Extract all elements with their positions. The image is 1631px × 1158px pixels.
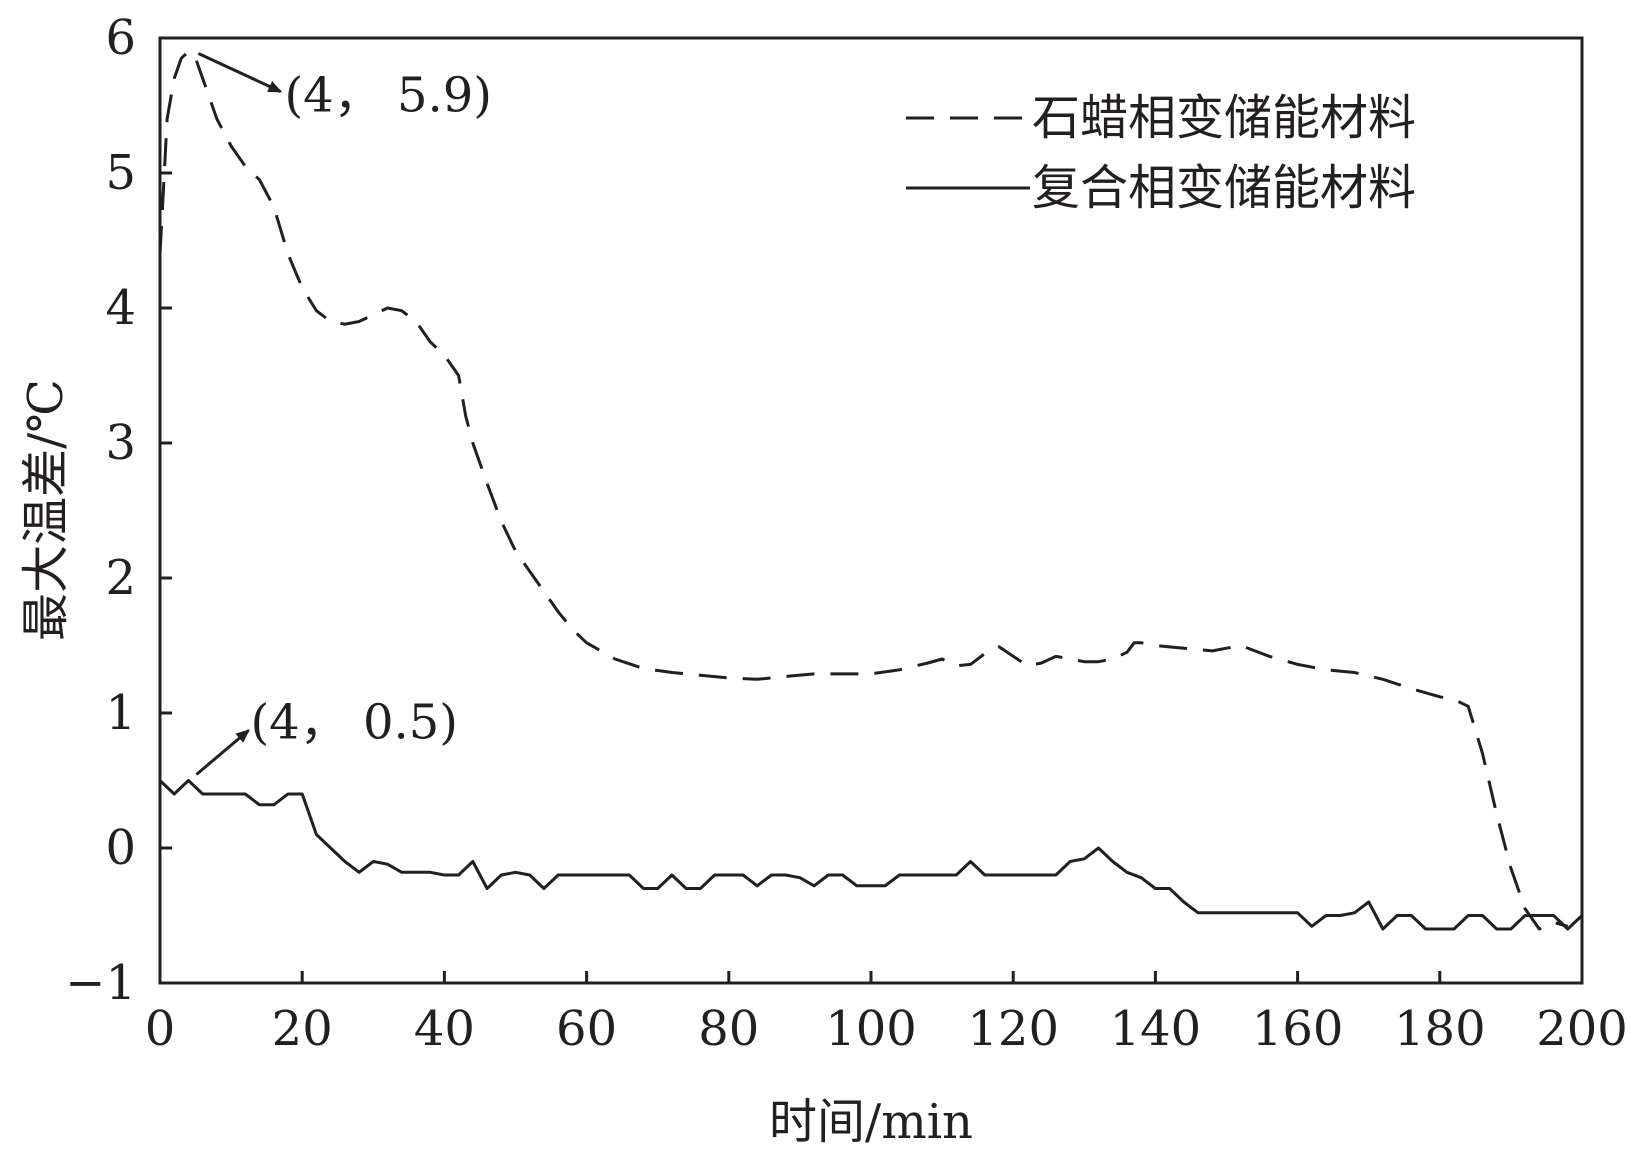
y-tick-label: 6 [105, 10, 136, 66]
y-tick-label: 1 [105, 685, 136, 741]
x-tick-label: 140 [1110, 1001, 1202, 1057]
annotation-label-start: (4， 0.5) [250, 695, 458, 751]
y-tick-label: 2 [105, 550, 136, 606]
x-axis-ticks: 0 20 40 60 80 100 120 140 160 180 200 [145, 971, 1628, 1057]
y-axis-ticks: −1 0 1 2 3 4 5 6 [65, 10, 172, 1011]
series-line-paraffin [158, 50, 1569, 931]
x-axis-label: 时间/min [769, 1094, 973, 1150]
legend-label-paraffin: 石蜡相变储能材料 [1032, 90, 1416, 146]
x-tick-label: 20 [272, 1001, 333, 1057]
series-line-composite [158, 779, 1584, 931]
x-tick-label: 40 [414, 1001, 475, 1057]
annotation-arrow-start [195, 729, 250, 776]
annotation-arrow-peak [197, 52, 283, 93]
x-tick-label: 120 [967, 1001, 1059, 1057]
annotation-label-peak: (4， 5.9) [284, 68, 492, 124]
series-layer [158, 50, 1584, 931]
y-tick-label: 4 [105, 280, 136, 336]
x-tick-label: 80 [698, 1001, 759, 1057]
x-tick-label: 160 [1252, 1001, 1344, 1057]
y-tick-label: −1 [65, 955, 136, 1011]
annotation-layer: (4， 5.9) (4， 0.5) [195, 52, 492, 776]
x-tick-label: 200 [1536, 1001, 1628, 1057]
x-tick-label: 60 [556, 1001, 617, 1057]
x-tick-label: 180 [1394, 1001, 1486, 1057]
y-tick-label: 3 [105, 415, 136, 471]
y-axis-label: 最大温差/℃ [18, 379, 74, 641]
y-tick-label: 5 [105, 145, 136, 201]
legend-label-composite: 复合相变储能材料 [1032, 160, 1416, 216]
x-tick-label: 100 [825, 1001, 917, 1057]
legend: 石蜡相变储能材料 复合相变储能材料 [906, 90, 1416, 216]
x-tick-label: 0 [145, 1001, 176, 1057]
y-tick-label: 0 [105, 820, 136, 876]
